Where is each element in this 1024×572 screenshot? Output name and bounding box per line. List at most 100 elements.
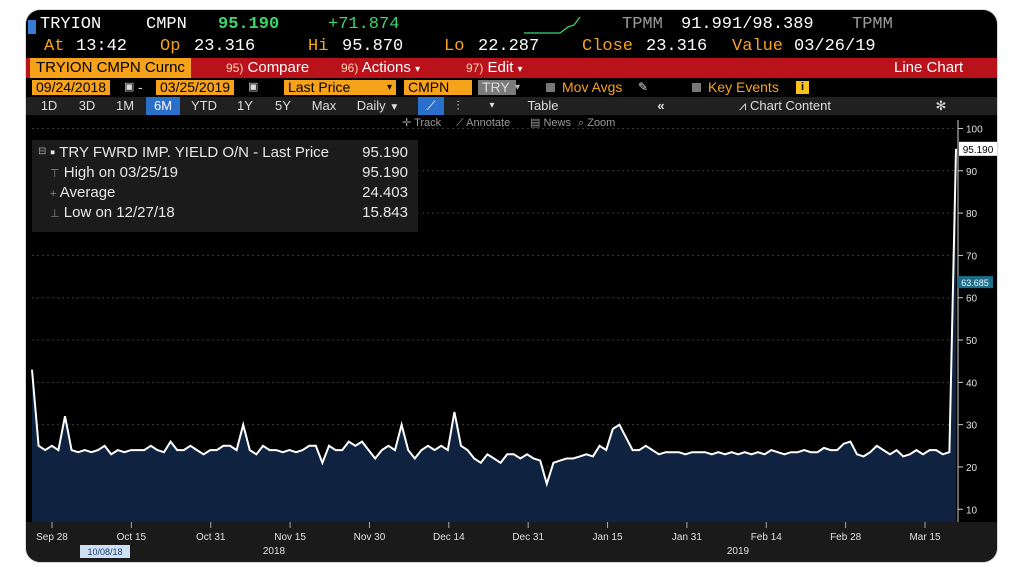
high-value: 95.870 <box>342 37 404 56</box>
year-label: 2019 <box>727 546 750 557</box>
chevron-down-icon: ▼ <box>389 102 400 113</box>
info-icon[interactable]: i <box>796 81 809 94</box>
bar-style-icon[interactable]: ⫶ <box>456 98 460 113</box>
mov-avgs-label[interactable]: Mov Avgs <box>562 79 623 95</box>
collapse-icon[interactable]: « <box>657 98 665 113</box>
edit-button[interactable]: 97) Edit ▾ <box>466 58 523 78</box>
table-button[interactable]: Table <box>527 98 559 113</box>
last-value-label: 95.190 <box>963 145 994 156</box>
tool-hints: ✛ Track ⟋ Annotate ▤ News ⌕ Zoom <box>26 116 997 130</box>
value-date: 03/26/19 <box>794 37 876 56</box>
open-label: Op <box>160 37 181 56</box>
line-chart-icon[interactable]: ⟋ <box>418 97 444 115</box>
open-value: 23.316 <box>194 37 256 56</box>
y-tick-label: 100 <box>966 124 983 135</box>
y-tick-label: 70 <box>966 251 978 262</box>
y-tick-label: 60 <box>966 294 978 305</box>
range-5y[interactable]: 5Y <box>275 98 291 113</box>
low-label: Lo <box>444 37 465 56</box>
pencil-icon[interactable]: ✎ <box>638 80 649 94</box>
gear-icon[interactable]: ✻ <box>935 98 947 113</box>
low-marker-icon: ⊥ <box>50 208 60 220</box>
legend-title-text: TRY FWRD IMP. YIELD O/N - Last Price <box>59 144 330 161</box>
sparkline <box>524 16 581 34</box>
actions-label: Actions <box>361 59 411 76</box>
compare-button[interactable]: 95) Compare <box>226 58 309 78</box>
range-1m[interactable]: 1M <box>115 98 135 113</box>
legend-low-value: 15.843 <box>362 204 408 221</box>
compare-label: Compare <box>247 59 310 76</box>
edit-number: 97) <box>466 61 484 75</box>
marker-value-tag <box>957 276 993 289</box>
range-6m[interactable]: 6M <box>146 97 180 115</box>
legend-high-text: High on 03/25/19 <box>63 164 179 181</box>
y-tick-label: 80 <box>966 209 978 220</box>
chart-content-button[interactable]: ⩘ Chart Content <box>720 97 850 115</box>
calendar-icon[interactable]: ▣ <box>248 81 259 93</box>
legend-low-text: Low on 12/27/18 <box>63 204 175 221</box>
track-label: Track <box>414 117 442 129</box>
source-field[interactable]: CMPN <box>404 80 472 95</box>
x-tick-label: Nov 30 <box>354 532 386 543</box>
annotate-tool[interactable]: ⟋ Annotate <box>456 117 511 129</box>
time-value: 13:42 <box>76 37 128 56</box>
zoom-tool[interactable]: ⌕ Zoom <box>578 117 616 129</box>
range-3d[interactable]: 3D <box>78 98 96 113</box>
track-tool[interactable]: ✛ Track <box>402 117 442 129</box>
news-label: News <box>543 117 571 129</box>
high-label: Hi <box>308 37 329 56</box>
price-chart[interactable]: 10 20 30 40 50 60 70 80 90 100 Sep 28 Oct 15 Oct 31… <box>26 120 997 562</box>
news-tool[interactable]: ▤ News <box>530 117 571 129</box>
start-date-field[interactable]: 09/24/2018 <box>32 80 111 95</box>
security-field[interactable]: TRYION CMPN Curnc <box>30 58 191 78</box>
annotate-label: Annotate <box>466 117 511 129</box>
key-events-checkbox[interactable] <box>692 83 701 92</box>
average-marker-icon: + <box>50 188 57 200</box>
x-tick-label: Mar 15 <box>909 532 941 543</box>
x-tick-label: Feb 28 <box>830 532 862 543</box>
x-tick-label: Dec 14 <box>433 532 465 543</box>
chart-parameters: 09/24/2018 ▣ - 03/25/2019 ▣ Last Price ▾ … <box>26 79 997 96</box>
y-tick-label: 90 <box>966 167 978 178</box>
range-selector-bar: 1D 3D 1M 6M YTD 1Y 5Y Max Daily ▼ ⟋ ⫶ ▾ … <box>26 97 997 115</box>
sector: CMPN <box>146 15 187 34</box>
y-tick-label: 10 <box>966 505 978 516</box>
currency-field[interactable]: TRY <box>478 80 516 95</box>
chart-icon: ⩘ <box>739 98 747 113</box>
action-toolbar: TRYION CMPN Curnc 95) Compare 96) Action… <box>26 58 997 78</box>
chevron-down-icon[interactable]: ▾ <box>489 100 495 111</box>
x-tick-label: Jan 15 <box>593 532 623 543</box>
chevron-down-icon[interactable]: ▾ <box>515 82 521 93</box>
frequency-select[interactable]: Daily ▼ <box>348 97 408 115</box>
y-tick-label: 20 <box>966 463 978 474</box>
range-max[interactable]: Max <box>311 98 337 113</box>
last-value-tag <box>959 141 997 156</box>
quote-header-line-1: TRYION CMPN 95.190 +71.874 TPMM 91.991/9… <box>26 14 997 36</box>
ticker: TRYION <box>40 15 102 34</box>
y-tick-label: 50 <box>966 336 978 347</box>
x-tick-label: Sep 28 <box>36 532 68 543</box>
mov-avgs-checkbox[interactable] <box>546 83 555 92</box>
value-label: Value <box>732 37 784 56</box>
terminal-window: TRYION CMPN 95.190 +71.874 TPMM 91.991/9… <box>26 10 997 562</box>
compare-number: 95) <box>226 61 244 75</box>
range-1d[interactable]: 1D <box>40 98 58 113</box>
x-tick-label: Oct 15 <box>117 532 147 543</box>
range-ytd[interactable]: YTD <box>191 98 217 113</box>
close-label: Close <box>582 37 634 56</box>
y-tick-label: 40 <box>966 378 978 389</box>
security-label: TRYION CMPN Curnc <box>36 59 185 76</box>
actions-button[interactable]: 96) Actions ▾ <box>341 58 420 78</box>
field-select[interactable]: Last Price ▾ <box>284 80 396 95</box>
value-tags: 95.190 63.685 <box>957 141 997 289</box>
frequency-label: Daily <box>356 98 386 113</box>
calendar-icon[interactable]: ▣ <box>124 81 135 93</box>
key-events-label[interactable]: Key Events <box>708 79 779 95</box>
x-tick-label: Nov 15 <box>274 532 306 543</box>
range-1y[interactable]: 1Y <box>237 98 253 113</box>
high-marker-icon: ⊤ <box>50 168 60 180</box>
legend-average-text: Average <box>59 184 116 201</box>
legend-average-label: + Average <box>50 184 115 201</box>
legend-drag-icon[interactable]: ⊟ <box>38 146 47 157</box>
end-date-field[interactable]: 03/25/2019 <box>156 80 235 95</box>
